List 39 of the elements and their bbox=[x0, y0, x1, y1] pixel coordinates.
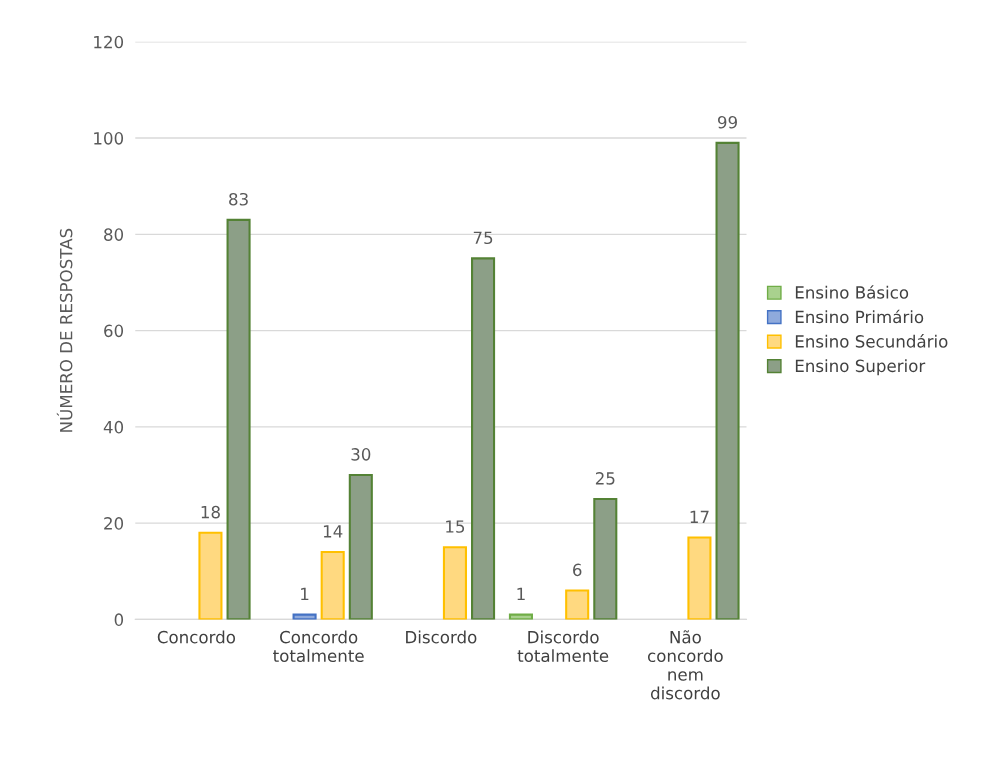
data-label: 75 bbox=[473, 231, 493, 245]
legend-label: Ensino Superior bbox=[795, 359, 926, 376]
x-tick-label: Concordo totalmente bbox=[273, 630, 364, 663]
bar bbox=[348, 473, 373, 620]
data-label: 15 bbox=[446, 520, 465, 533]
y-tick-label: 80 bbox=[104, 228, 124, 241]
bar bbox=[471, 257, 496, 620]
data-label: 14 bbox=[323, 525, 343, 538]
x-tick-label: Discordo bbox=[406, 630, 477, 644]
data-label: 17 bbox=[690, 510, 709, 523]
bar bbox=[320, 550, 345, 620]
legend-label: Ensino Secundário bbox=[795, 334, 948, 348]
y-tick-label: 20 bbox=[104, 517, 124, 530]
x-tick-label: Concordo bbox=[157, 630, 236, 644]
x-tick-label: Não concordo nem discordo bbox=[647, 630, 723, 700]
data-label: 83 bbox=[229, 192, 248, 206]
data-label: 25 bbox=[595, 472, 615, 485]
data-label: 99 bbox=[717, 115, 737, 129]
legend-label: Ensino Primário bbox=[795, 309, 924, 324]
bar bbox=[593, 498, 618, 620]
bar bbox=[442, 546, 467, 620]
y-tick-label: 0 bbox=[114, 613, 124, 626]
bar bbox=[226, 218, 251, 620]
data-label: 18 bbox=[201, 505, 220, 519]
x-tick-label: Discordo totalmente bbox=[517, 630, 609, 663]
y-axis-title: NÚMERO DE RESPOSTAS bbox=[56, 228, 73, 432]
y-tick-label: 120 bbox=[94, 35, 124, 49]
bar bbox=[715, 141, 740, 620]
bar bbox=[687, 536, 712, 620]
data-label: 1 bbox=[301, 587, 309, 601]
y-tick-label: 100 bbox=[94, 132, 124, 145]
y-tick-label: 60 bbox=[104, 324, 124, 338]
y-tick-label: 40 bbox=[103, 420, 124, 434]
data-label: 30 bbox=[351, 448, 371, 461]
bar bbox=[565, 589, 590, 620]
bar bbox=[198, 531, 223, 620]
data-label: 1 bbox=[517, 587, 525, 601]
data-label: 6 bbox=[573, 563, 582, 577]
legend-label: Ensino Básico bbox=[795, 285, 909, 299]
